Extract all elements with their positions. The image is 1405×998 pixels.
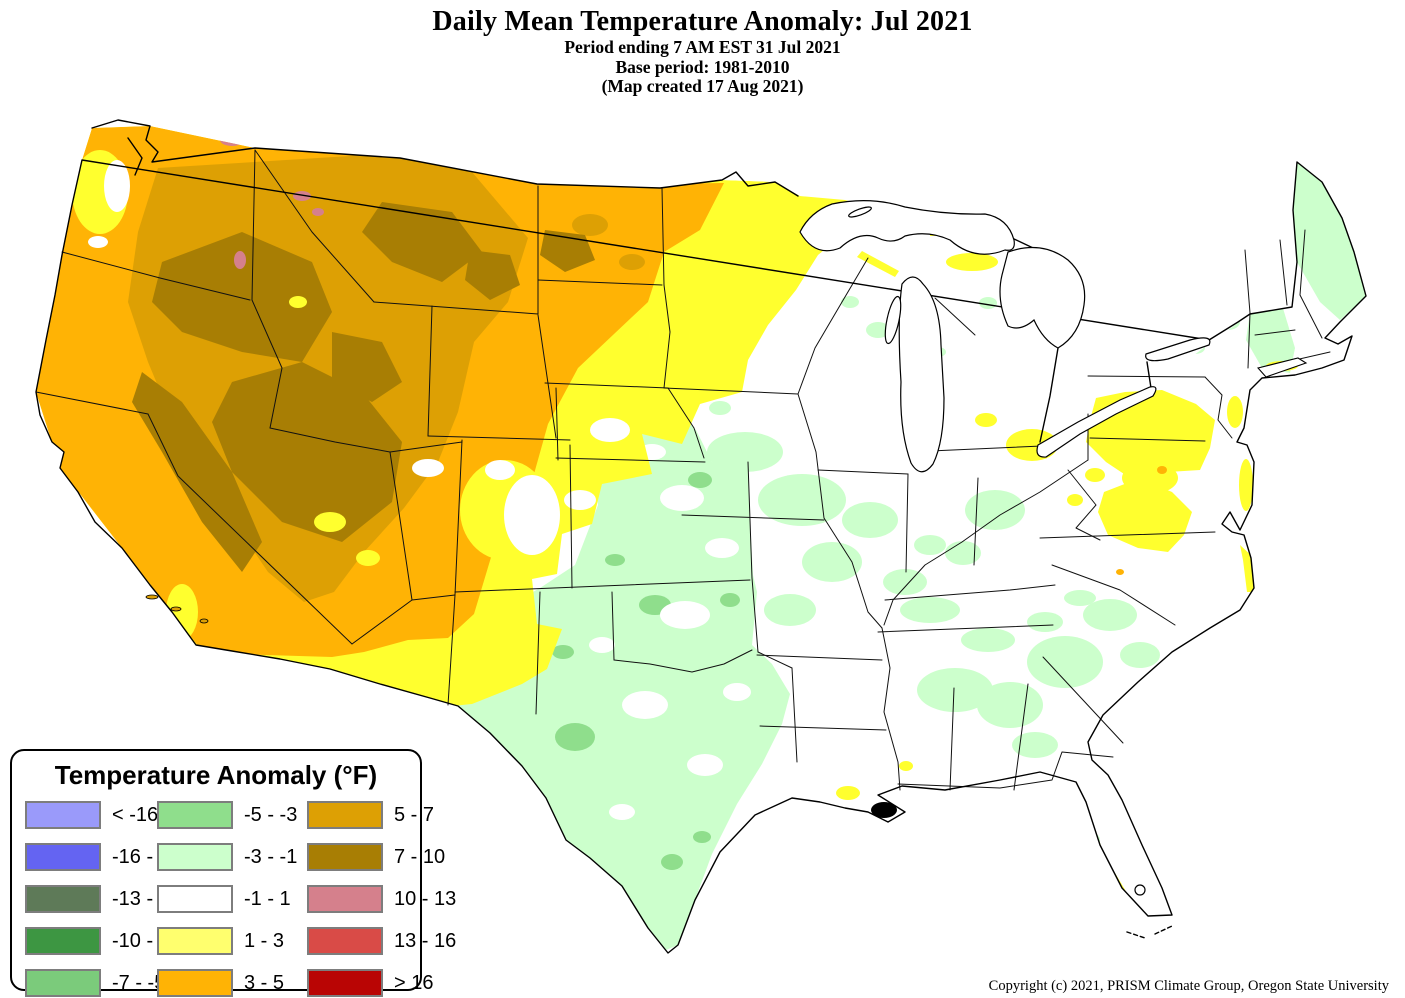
legend-swatch-n10-n7 bbox=[25, 927, 101, 955]
legend-swatch-3-5 bbox=[157, 969, 233, 997]
legend-label: -13 - -10 bbox=[112, 887, 188, 910]
legend-swatch-gt-16 bbox=[307, 969, 383, 997]
legend-label: 10 - 13 bbox=[394, 887, 457, 910]
legend-label: -10 - -7 bbox=[112, 929, 177, 952]
legend-label: < -16 bbox=[112, 803, 159, 826]
map-header: Daily Mean Temperature Anomaly: Jul 2021… bbox=[0, 6, 1405, 97]
great-lakes bbox=[799, 200, 1211, 473]
legend-swatch-13-16 bbox=[307, 927, 383, 955]
map-subtitle-created: (Map created 17 Aug 2021) bbox=[601, 76, 804, 97]
long-island bbox=[1256, 357, 1308, 378]
legend-label: -3 - -1 bbox=[244, 845, 298, 868]
legend-label: -7 - -5 bbox=[112, 971, 166, 994]
map-subtitle-base-period: Base period: 1981-2010 bbox=[615, 56, 790, 77]
legend-swatch-n3-n1 bbox=[157, 843, 233, 871]
anomaly-layer-cool-mid-green bbox=[552, 472, 740, 870]
legend-title: Temperature Anomaly (°F) bbox=[54, 760, 378, 790]
state-borders bbox=[35, 149, 1331, 791]
legend-label: 5 - 7 bbox=[394, 803, 435, 826]
temperature-anomaly-legend: Temperature Anomaly (°F) < -16 -5 - -3 5… bbox=[10, 749, 456, 997]
water-bodies-and-islands bbox=[145, 357, 1308, 896]
legend-label: -16 - -13 bbox=[112, 845, 188, 868]
legend-swatch-5-7 bbox=[307, 801, 383, 829]
map-title: Daily Mean Temperature Anomaly: Jul 2021 bbox=[432, 6, 973, 37]
legend-swatch-lt-n16 bbox=[25, 801, 101, 829]
legend-label: -5 - -3 bbox=[244, 803, 298, 826]
legend-swatch-n16-n13 bbox=[25, 843, 101, 871]
map-subtitle-period: Period ending 7 AM EST 31 Jul 2021 bbox=[564, 37, 841, 57]
legend-swatch-n13-n10 bbox=[25, 885, 101, 913]
legend-swatch-7-10 bbox=[307, 843, 383, 871]
legend-swatch-n5-n3 bbox=[157, 801, 233, 829]
anomaly-layer-hot-brown bbox=[132, 202, 595, 572]
copyright-notice: Copyright (c) 2021, PRISM Climate Group,… bbox=[988, 978, 1389, 994]
legend-label: 7 - 10 bbox=[394, 845, 446, 868]
legend-grid: < -16 -5 - -3 5 - 7 -16 - -13 -3 - -1 7 … bbox=[12, 797, 456, 997]
legend-label: -1 - 1 bbox=[244, 887, 291, 910]
anomaly-layer-west-pockets bbox=[72, 150, 630, 640]
legend-label: 1 - 3 bbox=[244, 929, 285, 952]
legend-swatch-10-13 bbox=[307, 885, 383, 913]
legend-label: 13 - 16 bbox=[394, 929, 457, 952]
legend-swatch-1-3 bbox=[157, 927, 233, 955]
legend-label: > 16 bbox=[394, 971, 434, 994]
legend-swatch-n1-1 bbox=[157, 885, 233, 913]
legend-swatch-n7-n5 bbox=[25, 969, 101, 997]
legend-label: 3 - 5 bbox=[244, 971, 285, 994]
